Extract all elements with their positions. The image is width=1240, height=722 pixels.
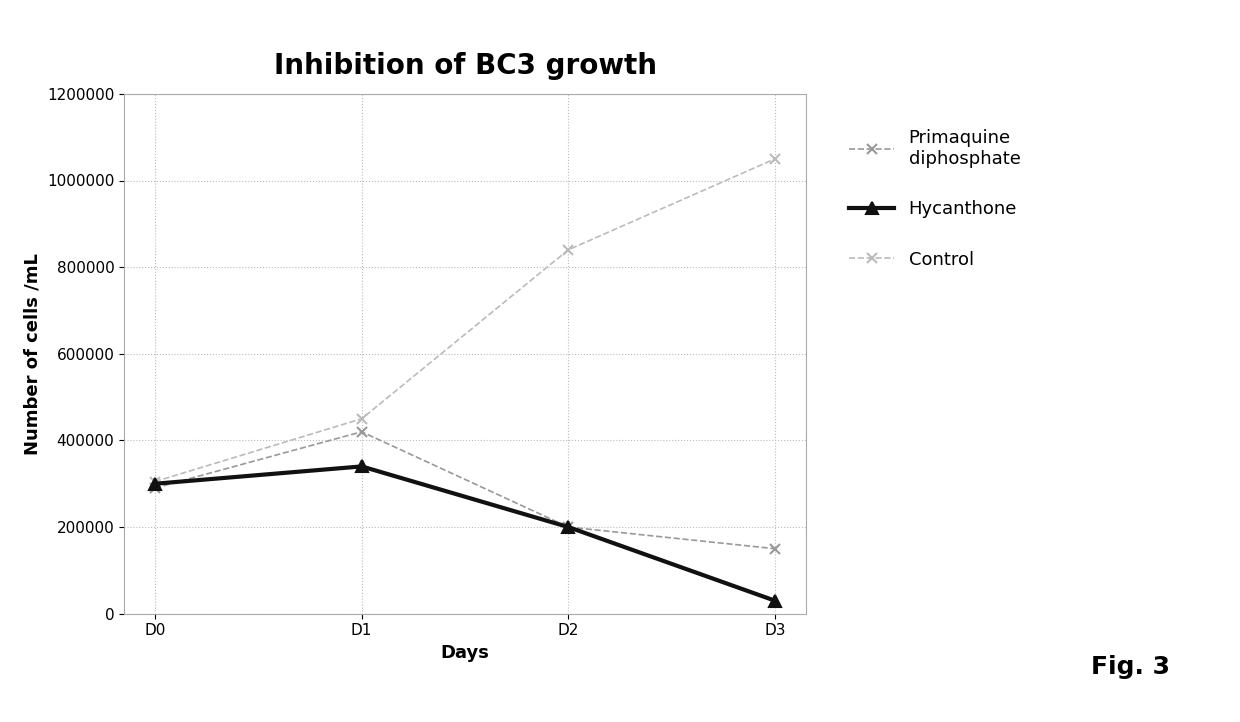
Control <box>768 155 782 163</box>
Line: Control: Control <box>150 154 780 487</box>
Legend: Primaquine
diphosphate, Hycanthone, Control: Primaquine diphosphate, Hycanthone, Cont… <box>849 129 1021 269</box>
Hycanthone <box>148 479 162 488</box>
Title: Inhibition of BC3 growth: Inhibition of BC3 growth <box>274 53 656 80</box>
X-axis label: Days: Days <box>440 644 490 662</box>
Control <box>560 245 575 254</box>
Control <box>148 477 162 486</box>
Y-axis label: Number of cells /mL: Number of cells /mL <box>24 253 41 455</box>
Hycanthone <box>560 523 575 531</box>
Text: Fig. 3: Fig. 3 <box>1091 655 1171 679</box>
Hycanthone <box>768 596 782 605</box>
Primaquine
diphosphate <box>355 427 370 436</box>
Primaquine
diphosphate <box>560 523 575 531</box>
Line: Primaquine
diphosphate: Primaquine diphosphate <box>150 427 780 554</box>
Line: Hycanthone: Hycanthone <box>149 460 781 607</box>
Hycanthone <box>355 462 370 471</box>
Primaquine
diphosphate <box>768 544 782 553</box>
Primaquine
diphosphate <box>148 484 162 492</box>
Control <box>355 414 370 423</box>
